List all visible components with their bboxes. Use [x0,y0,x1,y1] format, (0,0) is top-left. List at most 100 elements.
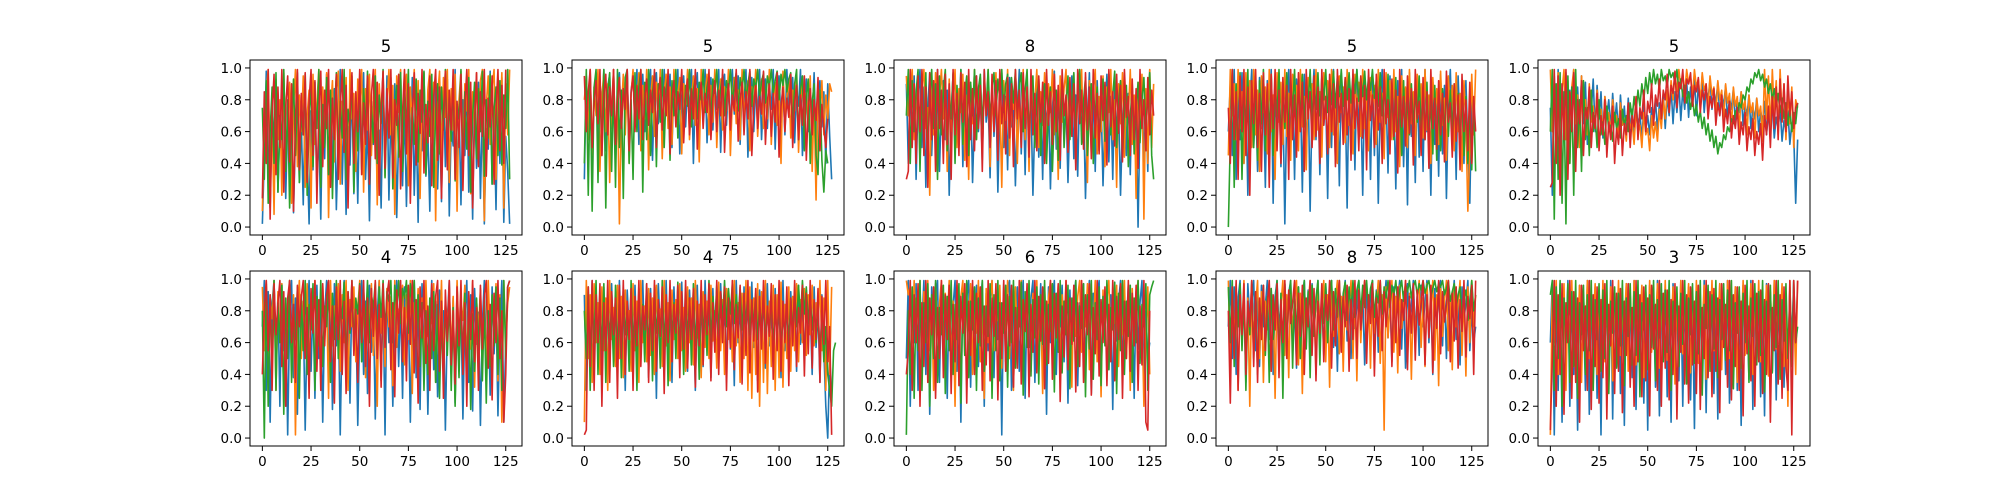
axes-frame [1537,270,1811,447]
x-tick-label: 50 [673,243,690,259]
y-tick-label: 0.0 [543,220,564,236]
x-tick-label: 100 [1410,243,1436,259]
y-tick-label: 0.8 [543,304,564,320]
axes-frame [571,270,845,447]
x-tick-label: 75 [400,454,417,470]
y-tick-label: 0.8 [1509,93,1530,109]
axes-frame [1215,270,1489,447]
y-tick-label: 0.6 [221,125,242,141]
y-tick-label: 0.0 [1509,431,1530,447]
y-tick-label: 0.6 [543,125,564,141]
y-tick-label: 0.4 [1509,156,1530,172]
x-tick-label: 25 [1590,243,1607,259]
x-tick-label: 125 [1781,454,1807,470]
y-tick-label: 0.4 [221,367,242,383]
subplot-title: 5 [703,37,714,56]
x-tick-label: 25 [1268,243,1285,259]
x-tick-label: 100 [444,454,470,470]
y-tick-label: 0.6 [865,125,886,141]
x-tick-label: 0 [1546,243,1555,259]
x-tick-label: 125 [1781,243,1807,259]
y-tick-label: 0.2 [865,399,886,415]
series-line-4 [1549,68,1799,197]
x-tick-label: 100 [766,454,792,470]
y-tick-label: 0.2 [1509,399,1530,415]
subplot-title: 8 [1347,248,1358,267]
y-tick-label: 0.8 [543,93,564,109]
y-tick-label: 0.2 [221,399,242,415]
y-tick-label: 1.0 [865,272,886,288]
axes-frame [1215,59,1489,236]
x-tick-label: 125 [815,243,841,259]
x-tick-label: 0 [902,454,911,470]
x-tick-label: 100 [1732,454,1758,470]
subplot-title: 4 [703,248,714,267]
x-tick-label: 75 [400,243,417,259]
x-tick-label: 50 [1317,454,1334,470]
x-tick-label: 50 [1639,454,1656,470]
x-tick-label: 25 [624,454,641,470]
series-line-4 [1227,68,1477,197]
subplot-5: 0 25 50 75 100 125 0.0 0.2 0.4 0.6 0.8 1.0 5 [1509,37,1811,259]
subplot-title: 8 [1025,37,1036,56]
y-tick-label: 0.8 [1187,93,1208,109]
x-tick-label: 100 [444,243,470,259]
subplot-title: 3 [1669,248,1680,267]
x-tick-label: 25 [302,243,319,259]
y-tick-label: 0.2 [221,188,242,204]
y-tick-label: 0.6 [865,336,886,352]
y-tick-label: 1.0 [1187,272,1208,288]
y-tick-label: 1.0 [221,272,242,288]
x-tick-label: 75 [1044,454,1061,470]
axes-frame [893,59,1167,236]
y-tick-label: 0.2 [1509,188,1530,204]
y-tick-label: 0.6 [1509,336,1530,352]
x-tick-label: 0 [258,454,267,470]
y-tick-label: 0.4 [543,156,564,172]
y-tick-label: 0.4 [865,367,886,383]
y-tick-label: 0.0 [221,220,242,236]
y-tick-label: 0.4 [1509,367,1530,383]
y-tick-label: 0.2 [1187,399,1208,415]
series-line-4 [583,279,833,436]
y-tick-label: 1.0 [221,61,242,77]
x-tick-label: 50 [995,243,1012,259]
y-tick-label: 0.0 [221,431,242,447]
y-tick-label: 0.8 [1187,304,1208,320]
x-tick-label: 100 [1088,243,1114,259]
x-tick-label: 125 [815,454,841,470]
y-tick-label: 0.6 [543,336,564,352]
x-tick-label: 125 [493,243,519,259]
axes-frame [249,270,523,447]
y-tick-label: 0.6 [1509,125,1530,141]
x-tick-label: 100 [1732,243,1758,259]
subplot-8: 0 25 50 75 100 125 0.0 0.2 0.4 0.6 0.8 1.0 6 [865,248,1167,470]
x-tick-label: 125 [1137,454,1163,470]
y-tick-label: 0.0 [1509,220,1530,236]
subplot-title: 5 [1347,37,1358,56]
y-tick-label: 0.2 [543,399,564,415]
subplot-title: 6 [1025,248,1036,267]
x-tick-label: 75 [722,454,739,470]
y-tick-label: 0.2 [1187,188,1208,204]
x-tick-label: 25 [946,243,963,259]
y-tick-label: 0.8 [221,304,242,320]
axes-frame [893,270,1167,447]
series-line-4 [905,68,1155,189]
y-tick-label: 0.4 [865,156,886,172]
y-tick-label: 0.4 [1187,156,1208,172]
x-tick-label: 50 [673,454,690,470]
subplot-9: 0 25 50 75 100 125 0.0 0.2 0.4 0.6 0.8 1.0 8 [1187,248,1489,470]
y-tick-label: 0.2 [865,188,886,204]
x-tick-label: 125 [493,454,519,470]
x-tick-label: 25 [302,454,319,470]
x-tick-label: 75 [1688,243,1705,259]
y-tick-label: 1.0 [1509,272,1530,288]
x-tick-label: 100 [1410,454,1436,470]
subplot-6: 0 25 50 75 100 125 0.0 0.2 0.4 0.6 0.8 1.0 4 [221,248,523,470]
series-line-4 [583,68,829,162]
y-tick-label: 1.0 [543,61,564,77]
x-tick-label: 100 [1088,454,1114,470]
y-tick-label: 0.6 [1187,336,1208,352]
axes-frame [1537,59,1811,236]
